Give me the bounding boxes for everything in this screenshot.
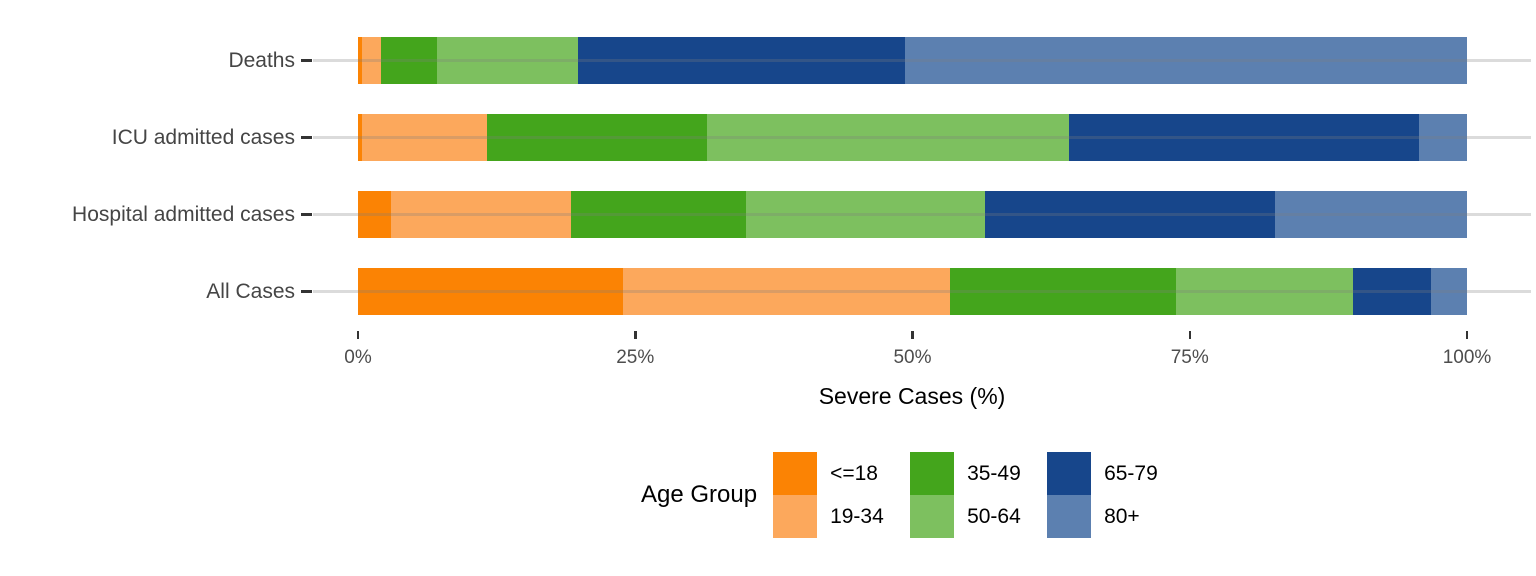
bar-segment bbox=[577, 37, 905, 84]
x-tick-mark bbox=[1465, 331, 1469, 339]
bar-segment bbox=[358, 191, 392, 238]
row-label: Hospital admitted cases bbox=[72, 203, 295, 226]
legend-entry: 50-64 bbox=[910, 495, 1047, 538]
bar-segment bbox=[486, 114, 708, 161]
bar-segment bbox=[570, 191, 747, 238]
bar-segment bbox=[623, 268, 951, 315]
bar-segment bbox=[358, 37, 363, 84]
legend-label: 50-64 bbox=[967, 504, 1021, 528]
legend-key-swatch bbox=[773, 495, 818, 538]
legend-column: 65-79 80+ bbox=[1047, 452, 1184, 538]
bar-segment bbox=[358, 268, 624, 315]
legend-label: 80+ bbox=[1104, 504, 1140, 528]
x-tick-label: 75% bbox=[1170, 347, 1209, 368]
row-label: Deaths bbox=[228, 49, 295, 72]
gridline bbox=[313, 59, 1531, 62]
legend-label: 65-79 bbox=[1104, 461, 1158, 485]
gridline bbox=[313, 290, 1531, 293]
bar-segment bbox=[362, 37, 382, 84]
legend-column: <=18 19-34 bbox=[773, 452, 910, 538]
x-tick-mark bbox=[356, 331, 360, 339]
bar-segment bbox=[707, 114, 1069, 161]
gridline bbox=[313, 136, 1531, 139]
y-tick-mark bbox=[301, 59, 312, 62]
bar-segment bbox=[1419, 114, 1467, 161]
row-label: All Cases bbox=[206, 280, 295, 303]
legend-columns: <=18 19-34 35-49 50-64 65-79 80+ bbox=[773, 452, 1184, 538]
x-tick-mark bbox=[911, 331, 914, 339]
bar-row bbox=[358, 37, 1467, 84]
legend-entry: 19-34 bbox=[773, 495, 910, 538]
legend-key-swatch bbox=[1047, 495, 1092, 538]
legend-entry: <=18 bbox=[773, 452, 910, 495]
bar-segment bbox=[904, 37, 1467, 84]
bar-row bbox=[358, 268, 1467, 315]
legend-entry: 35-49 bbox=[910, 452, 1047, 495]
legend-title: Age Group bbox=[641, 481, 758, 508]
bar-segment bbox=[436, 37, 578, 84]
legend-key-swatch bbox=[910, 452, 955, 495]
legend-label: <=18 bbox=[830, 461, 878, 485]
legend-label: 35-49 bbox=[967, 461, 1021, 485]
legend-entry: 80+ bbox=[1047, 495, 1184, 538]
bar-segment bbox=[746, 191, 985, 238]
legend-column: 35-49 50-64 bbox=[910, 452, 1047, 538]
x-axis-title: Severe Cases (%) bbox=[818, 383, 1006, 409]
bar-segment bbox=[1431, 268, 1467, 315]
x-tick-label: 100% bbox=[1442, 347, 1492, 368]
row-label: ICU admitted cases bbox=[111, 126, 295, 149]
legend-label: 19-34 bbox=[830, 504, 884, 528]
bar-segment bbox=[1068, 114, 1420, 161]
bar-segment bbox=[984, 191, 1276, 238]
legend: Age Group <=18 19-34 35-49 50-64 65-79 80+ bbox=[641, 452, 1184, 538]
x-tick-label: 0% bbox=[344, 347, 372, 368]
bar-segment bbox=[950, 268, 1177, 315]
legend-entry: 65-79 bbox=[1047, 452, 1184, 495]
gridline bbox=[313, 213, 1531, 216]
y-tick-mark bbox=[301, 136, 312, 139]
bar-segment bbox=[391, 191, 571, 238]
legend-key-swatch bbox=[1047, 452, 1092, 495]
legend-key-swatch bbox=[910, 495, 955, 538]
bar-segment bbox=[1176, 268, 1353, 315]
y-tick-mark bbox=[301, 213, 312, 216]
legend-key-swatch bbox=[773, 452, 818, 495]
bar-segment bbox=[381, 37, 437, 84]
bar-row bbox=[358, 191, 1467, 238]
bar-segment bbox=[362, 114, 487, 161]
x-tick-mark bbox=[1188, 331, 1191, 339]
bar-segment bbox=[1352, 268, 1432, 315]
bar-row bbox=[358, 114, 1467, 161]
x-tick-label: 50% bbox=[893, 347, 932, 368]
bar-segment bbox=[1275, 191, 1467, 238]
x-tick-mark bbox=[634, 331, 637, 339]
bar-segment bbox=[358, 114, 363, 161]
x-tick-label: 25% bbox=[616, 347, 655, 368]
y-tick-mark bbox=[301, 290, 312, 293]
